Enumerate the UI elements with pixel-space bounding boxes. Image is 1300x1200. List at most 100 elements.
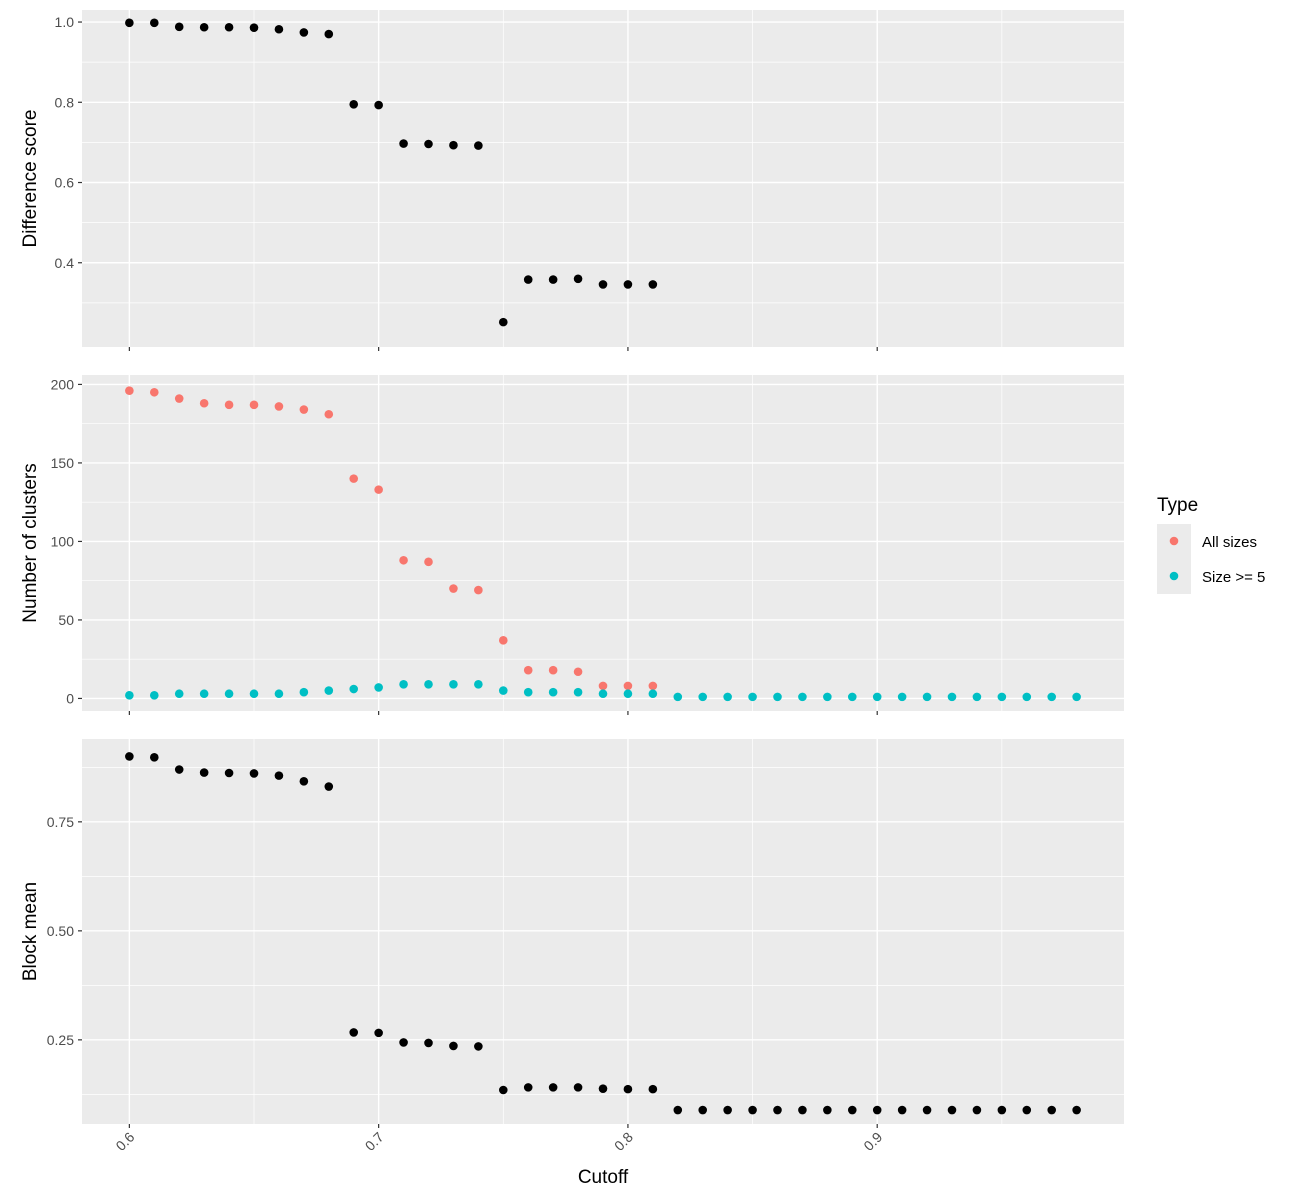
data-point bbox=[474, 1042, 483, 1051]
y-tick-label: 0.75 bbox=[47, 814, 74, 830]
data-point bbox=[523, 275, 533, 284]
data-point bbox=[798, 1105, 807, 1115]
data-point bbox=[548, 687, 558, 697]
data-point bbox=[623, 1084, 633, 1094]
data-point bbox=[698, 692, 708, 702]
panel-3: 0.25 0.50 0.75 Block mean bbox=[20, 739, 1124, 1128]
data-point bbox=[523, 687, 533, 697]
series-1 bbox=[125, 18, 658, 327]
data-point bbox=[424, 139, 433, 149]
data-point bbox=[149, 387, 159, 397]
data-point bbox=[199, 768, 209, 777]
legend-label: Size >= 5 bbox=[1202, 569, 1265, 586]
data-point bbox=[249, 23, 259, 32]
data-point bbox=[324, 782, 334, 791]
data-point bbox=[773, 1105, 782, 1115]
data-point bbox=[374, 100, 383, 110]
data-point bbox=[523, 1083, 533, 1092]
series-1 bbox=[125, 386, 658, 691]
y-axis-title: Number of clusters bbox=[20, 463, 41, 622]
data-point bbox=[324, 686, 334, 695]
data-point bbox=[823, 692, 832, 702]
data-point bbox=[648, 689, 658, 699]
data-point bbox=[449, 140, 458, 150]
data-point bbox=[1022, 692, 1032, 702]
data-point bbox=[698, 1105, 708, 1115]
data-point bbox=[623, 280, 633, 289]
data-point bbox=[449, 584, 458, 593]
data-point bbox=[424, 557, 433, 567]
data-point bbox=[498, 1085, 508, 1095]
data-point bbox=[199, 398, 209, 408]
data-point bbox=[374, 683, 383, 692]
x-axis: 0.6 0.7 0.8 0.9 bbox=[112, 1129, 885, 1154]
data-point bbox=[897, 1105, 907, 1115]
data-point bbox=[149, 753, 159, 762]
data-point bbox=[723, 692, 732, 702]
data-point bbox=[224, 689, 234, 699]
data-point bbox=[299, 776, 309, 786]
data-point bbox=[648, 280, 658, 289]
data-point bbox=[474, 585, 483, 595]
data-point bbox=[125, 386, 134, 396]
data-point bbox=[1072, 1105, 1081, 1115]
data-point bbox=[149, 18, 159, 28]
data-point bbox=[598, 280, 608, 289]
data-point bbox=[623, 689, 633, 699]
data-point bbox=[798, 692, 807, 702]
x-axis-title: Cutoff bbox=[578, 1167, 629, 1188]
data-point bbox=[349, 684, 359, 694]
data-point bbox=[349, 99, 359, 109]
data-point bbox=[474, 680, 483, 689]
panels: 0.4 0.6 0.8 1.0 Difference score 0 50 100 150 200… bbox=[20, 10, 1124, 1128]
data-point bbox=[1072, 692, 1081, 702]
data-point bbox=[773, 692, 782, 702]
data-point bbox=[449, 1041, 458, 1051]
y-axis-title: Difference score bbox=[20, 110, 41, 248]
data-point bbox=[847, 1105, 857, 1115]
data-point bbox=[274, 24, 284, 34]
panel-1: 0.4 0.6 0.8 1.0 Difference score bbox=[20, 10, 1124, 351]
x-tick-label: 0.7 bbox=[362, 1129, 387, 1154]
data-point bbox=[299, 28, 309, 37]
legend-key bbox=[1169, 536, 1179, 546]
x-tick-label: 0.6 bbox=[112, 1129, 137, 1154]
data-point bbox=[648, 681, 658, 691]
data-point bbox=[324, 409, 334, 419]
data-point bbox=[573, 1083, 583, 1092]
data-point bbox=[847, 692, 857, 702]
legend-key-background bbox=[1157, 524, 1191, 594]
y-tick-label: 0.8 bbox=[55, 94, 75, 110]
data-point bbox=[125, 690, 134, 700]
data-point bbox=[972, 692, 982, 702]
data-point bbox=[224, 768, 234, 778]
data-point bbox=[648, 1084, 658, 1094]
data-point bbox=[947, 1105, 957, 1115]
data-point bbox=[399, 1038, 408, 1047]
data-point bbox=[374, 1028, 383, 1038]
data-point bbox=[498, 636, 508, 645]
panel-background bbox=[82, 375, 1124, 711]
data-point bbox=[623, 681, 633, 691]
data-point bbox=[199, 22, 209, 32]
data-point bbox=[274, 402, 284, 411]
y-tick-label: 0.50 bbox=[47, 923, 74, 939]
data-point bbox=[673, 1105, 683, 1115]
data-point bbox=[897, 692, 907, 702]
data-point bbox=[573, 274, 583, 284]
data-point bbox=[424, 680, 433, 689]
data-point bbox=[573, 667, 583, 677]
data-point bbox=[598, 689, 608, 699]
data-point bbox=[922, 692, 932, 702]
data-point bbox=[922, 1105, 932, 1115]
legend-key bbox=[1169, 571, 1179, 581]
panel-background bbox=[82, 10, 1124, 347]
data-point bbox=[324, 29, 334, 39]
data-point bbox=[249, 689, 259, 699]
data-point bbox=[174, 22, 184, 32]
data-point bbox=[449, 680, 458, 689]
data-point bbox=[997, 692, 1007, 702]
data-point bbox=[1022, 1105, 1032, 1115]
data-point bbox=[349, 474, 359, 483]
